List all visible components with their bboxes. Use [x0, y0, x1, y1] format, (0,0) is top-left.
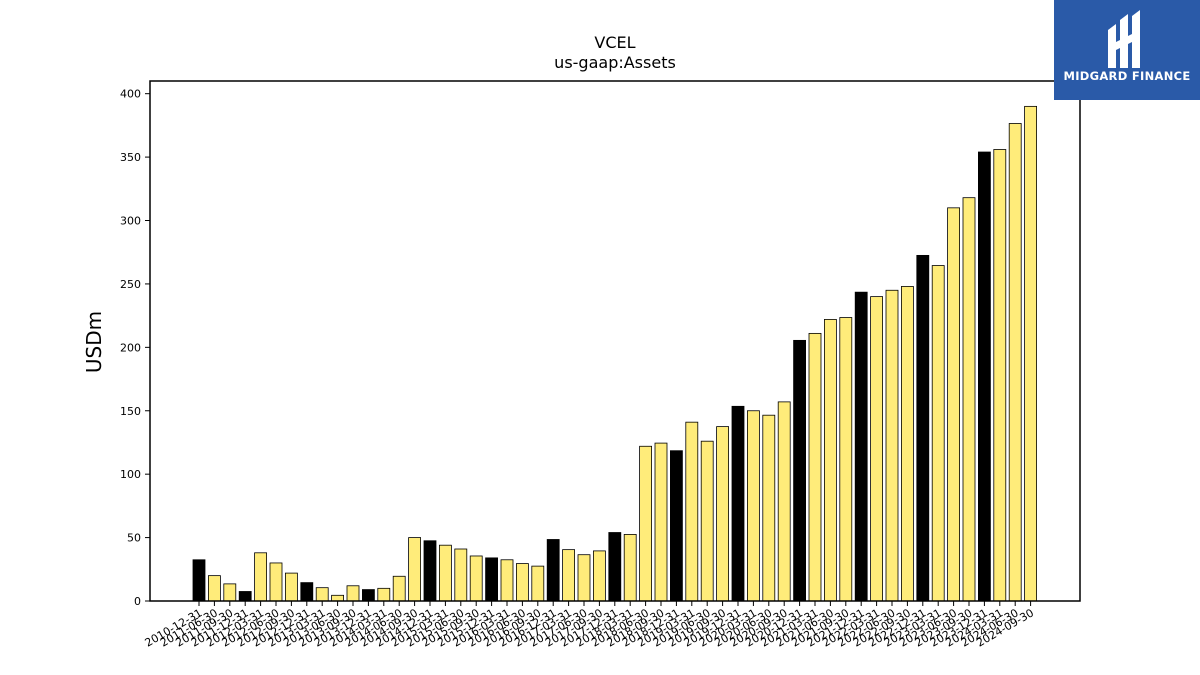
bar: [716, 426, 729, 602]
y-tick-label: 0: [134, 595, 141, 608]
bar: [1008, 123, 1022, 602]
bar: [993, 149, 1007, 602]
bar: [485, 557, 499, 602]
bar: [423, 540, 437, 602]
bar: [931, 265, 945, 602]
bar: [469, 555, 483, 602]
bar: [978, 151, 991, 602]
y-axis-ticks: 0 50 100 150 200 250 300 350 400: [120, 88, 150, 608]
bar: [824, 319, 837, 602]
bar: [593, 550, 606, 602]
bar: [577, 554, 591, 602]
bar: [438, 544, 452, 602]
bar: [1024, 105, 1037, 602]
bar: [346, 585, 360, 602]
bar: [408, 537, 422, 602]
plot-frame: [149, 80, 1081, 602]
bar: [546, 539, 560, 602]
bar: [901, 286, 914, 602]
bar: [254, 552, 268, 602]
bar: [962, 197, 976, 602]
bar: [654, 442, 668, 602]
y-tick-label: 150: [120, 405, 141, 418]
bar: [685, 421, 699, 602]
bar: [808, 332, 822, 602]
y-tick-label: 200: [120, 341, 141, 354]
bar: [762, 414, 776, 602]
x-axis-ticks: 2010-12-312011-06-302011-09-302011-12-31…: [143, 601, 1036, 650]
bar: [885, 289, 899, 602]
bar: [793, 339, 806, 602]
y-tick-label: 400: [120, 88, 141, 101]
bar: [670, 450, 683, 602]
bar: [608, 532, 622, 602]
midgard-logo: MIDGARD FINANCE: [1054, 0, 1200, 100]
bar: [331, 594, 345, 602]
bar: [731, 405, 745, 602]
chart-subtitle: us-gaap:Assets: [554, 53, 676, 72]
bar: [531, 565, 545, 602]
bar: [223, 583, 237, 602]
bar: [562, 549, 575, 602]
bar: [777, 401, 791, 602]
bar: [207, 575, 221, 602]
bar: [284, 572, 298, 602]
midgard-logo-icon: [1108, 10, 1140, 68]
bar: [315, 587, 329, 602]
y-tick-label: 300: [120, 215, 141, 228]
y-axis-label: USDm: [82, 311, 106, 373]
bar: [269, 562, 283, 602]
bar: [639, 445, 652, 602]
bar: [377, 587, 391, 602]
bars-group: [192, 105, 1037, 602]
bar: [700, 440, 714, 602]
bar: [747, 410, 760, 602]
bar: [947, 207, 960, 602]
bar: [916, 254, 930, 602]
bar: [454, 548, 468, 602]
y-tick-label: 100: [120, 468, 141, 481]
y-tick-label: 250: [120, 278, 141, 291]
y-tick-label: 50: [127, 532, 141, 545]
logo-text: MIDGARD FINANCE: [1063, 69, 1191, 83]
bar: [870, 296, 883, 602]
bar: [516, 563, 529, 602]
bar: [392, 575, 406, 602]
bar: [300, 582, 314, 602]
bar: [192, 559, 206, 602]
bar: [500, 559, 514, 602]
chart-title: VCEL: [594, 33, 635, 52]
bar: [238, 591, 252, 602]
bar: [623, 534, 637, 602]
y-tick-label: 350: [120, 151, 141, 164]
bar: [854, 291, 868, 602]
bar: [361, 589, 375, 602]
bar: [839, 317, 853, 602]
